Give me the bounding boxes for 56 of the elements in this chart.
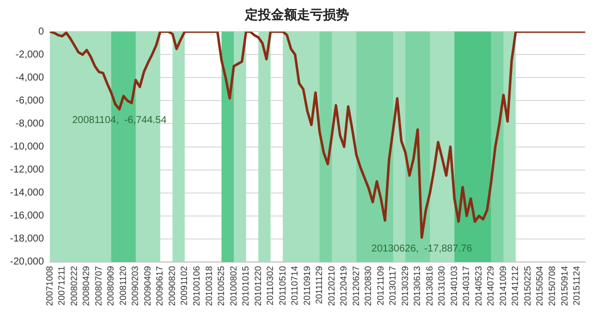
y-tick-label: -14,000 [10, 188, 44, 199]
x-tick-label: 20110302 [265, 266, 276, 306]
x-tick-label: 20151124 [572, 266, 582, 306]
x-tick-label: 20071008 [44, 266, 54, 306]
x-tick-label: 20121109 [375, 266, 386, 306]
x-tick-label: 20110510 [277, 266, 288, 306]
x-tick-label: 20140317 [461, 266, 472, 306]
chart-title: 定投金额走亏损势 [244, 7, 349, 24]
x-tick-label: 20071211 [56, 266, 67, 306]
x-tick-label: 20141009 [498, 266, 508, 306]
x-tick-label: 20080909 [106, 266, 116, 306]
x-tick-label: 20110714 [290, 266, 300, 306]
x-tick-label: 20090617 [154, 266, 165, 306]
x-tick-label: 20080222 [68, 266, 79, 306]
x-tick-label: 20100318 [204, 266, 214, 306]
x-tick-label: 20100525 [216, 266, 226, 306]
x-tick-label: 20120210 [326, 266, 336, 306]
y-tick-label: -12,000 [10, 164, 44, 176]
x-tick-label: 20111129 [314, 266, 324, 304]
y-tick-label: -6,000 [16, 95, 44, 106]
x-tick-label: 20110919 [302, 266, 312, 306]
x-tick-label: 20120419 [338, 266, 349, 306]
x-tick-label: 20120627 [350, 266, 361, 306]
x-tick-label: 20101220 [252, 266, 263, 306]
x-tick-label: 20140729 [486, 266, 496, 306]
x-tick-label: 20130613 [412, 266, 422, 306]
x-tick-label: 20101015 [240, 266, 251, 306]
x-tick-label: 20140103 [448, 266, 459, 306]
x-tick-label: 20131030 [436, 266, 447, 306]
y-tick-label: -10,000 [10, 142, 44, 153]
x-tick-label: 20100106 [192, 266, 202, 306]
x-tick-label: 20150225 [522, 266, 532, 306]
x-tick-label: 20141212 [510, 266, 520, 306]
y-tick-label: 0 [38, 26, 44, 38]
x-tick-label: 20130329 [400, 266, 410, 306]
y-tick-label: -18,000 [10, 234, 44, 245]
x-tick-label: 20130117 [388, 266, 398, 306]
x-tick-label: 20080429 [81, 266, 92, 306]
y-tick-label: -2,000 [16, 49, 44, 60]
x-tick-label: 20090203 [130, 266, 140, 306]
x-tick-label: 20080707 [93, 266, 104, 306]
x-tick-label: 20091102 [179, 266, 190, 306]
x-tick-label: 20100802 [228, 266, 238, 306]
x-tick-label: 20120830 [363, 266, 374, 306]
x-tick-label: 20150708 [546, 266, 557, 306]
y-tick-label: -8,000 [16, 118, 44, 130]
y-tick-label: -16,000 [10, 210, 44, 222]
x-tick-label: 20090820 [166, 266, 177, 306]
x-tick-label: 20130816 [424, 266, 434, 306]
x-tick-label: 20140523 [473, 266, 484, 306]
x-tick-label: 20081120 [118, 266, 128, 306]
x-tick-label: 20090409 [142, 266, 152, 306]
x-tick-label: 20150504 [534, 266, 545, 306]
y-tick-label: -20,000 [10, 256, 44, 268]
x-tick-label: 20150914 [559, 266, 570, 306]
y-tick-label: -4,000 [16, 72, 44, 84]
